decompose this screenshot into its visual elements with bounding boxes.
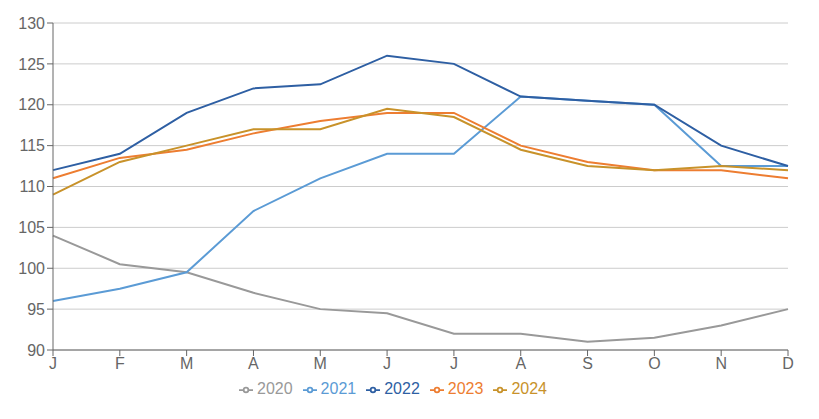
svg-text:105: 105 (18, 219, 45, 236)
svg-text:J: J (450, 355, 458, 372)
svg-text:90: 90 (27, 342, 45, 359)
svg-text:S: S (582, 355, 593, 372)
svg-text:J: J (383, 355, 391, 372)
svg-text:130: 130 (18, 15, 45, 32)
svg-text:110: 110 (19, 178, 45, 195)
svg-text:O: O (648, 355, 660, 372)
html-text:2020: 2020 (257, 380, 293, 397)
svg-text:A: A (248, 355, 259, 372)
svg-text:J: J (49, 355, 57, 372)
svg-text:A: A (515, 355, 526, 372)
svg-text:100: 100 (18, 260, 45, 277)
svg-text:125: 125 (18, 56, 45, 73)
svg-text:F: F (115, 355, 125, 372)
svg-text:120: 120 (18, 96, 45, 113)
svg-text:M: M (314, 355, 327, 372)
html-text:2023: 2023 (447, 380, 484, 397)
svg-text:115: 115 (19, 137, 45, 154)
html-text:2021: 2021 (320, 380, 357, 397)
svg-text:D: D (782, 355, 794, 372)
svg-text:95: 95 (27, 301, 45, 318)
html-text:2024: 2024 (511, 380, 547, 397)
svg-text:N: N (715, 355, 727, 372)
svg-text:M: M (180, 355, 193, 372)
html-text:2022: 2022 (384, 380, 420, 397)
